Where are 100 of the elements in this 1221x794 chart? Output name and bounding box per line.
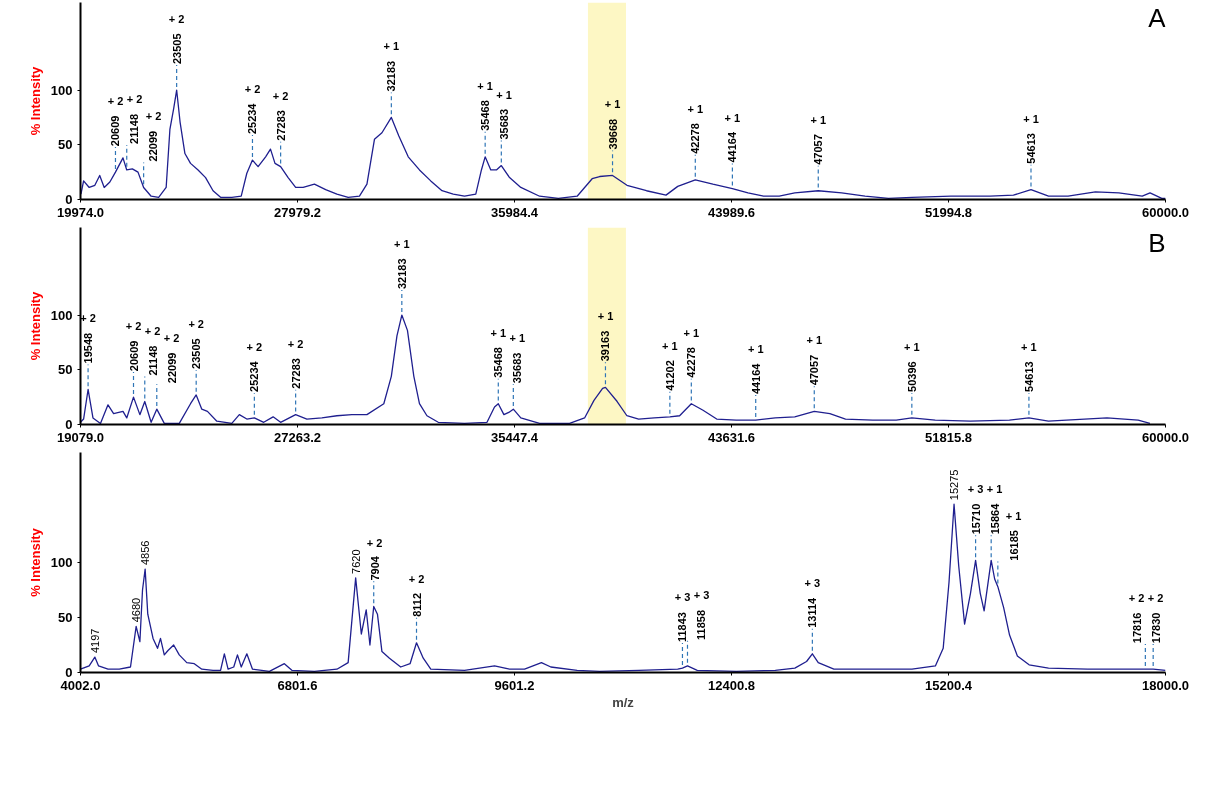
annotation: 7620 (349, 549, 362, 574)
annotation: + 1 (394, 238, 410, 251)
annotation: 32183 (395, 258, 408, 290)
annotation: 19548 (82, 332, 95, 364)
annotation: + 1 (383, 40, 400, 53)
y-tick-label: 50 (58, 362, 73, 378)
annotation: 27283 (289, 358, 302, 389)
annotation: 15864 (988, 502, 1001, 535)
x-tick-label: 43989.6 (708, 204, 755, 220)
annotation: 47057 (808, 354, 821, 386)
x-tick-label: 19079.0 (57, 429, 104, 445)
annotation: 42278 (685, 347, 698, 378)
y-tick-label: 0 (65, 665, 73, 680)
annotation: 22099 (165, 352, 178, 384)
annotation: 20609 (127, 340, 140, 372)
annotation: + 2 (244, 83, 261, 96)
x-tick-label: 35984.4 (491, 204, 539, 220)
annotation: + 3 (693, 588, 710, 601)
annotation: 23505 (170, 33, 183, 65)
y-tick-label: 0 (65, 192, 73, 207)
annotation: A (1148, 2, 1167, 33)
x-tick-label: 51994.8 (925, 204, 972, 220)
annotation: + 2 (366, 536, 383, 549)
annotation: 7904 (368, 555, 381, 581)
annotation: 20609 (109, 115, 122, 147)
annotation: 32183 (385, 60, 398, 92)
x-tick-label: 51815.8 (925, 429, 972, 445)
annotation: 15275 (948, 469, 961, 501)
annotation: 11858 (695, 609, 708, 640)
annotation: 39163 (599, 330, 612, 362)
y-tick-label: 50 (58, 610, 73, 625)
annotation: + 3 (804, 576, 821, 589)
annotation: 27283 (274, 110, 287, 141)
y-tick-label: 50 (58, 137, 73, 153)
annotation: 8112 (410, 592, 423, 617)
y-tick-label: 100 (50, 82, 73, 98)
annotation: 22099 (147, 130, 160, 162)
annotation: + 2 (188, 317, 204, 330)
annotation: + 1 (496, 88, 512, 101)
annotation: + 3 (967, 483, 984, 496)
annotation: 50396 (905, 361, 918, 392)
annotation: + 2 (168, 13, 185, 26)
annotation: 42278 (689, 123, 702, 154)
annotation: + 2 (1147, 592, 1164, 605)
annotation: + 1 (477, 79, 493, 92)
annotation: + 1 (806, 334, 823, 347)
annotation: 11843 (676, 612, 689, 643)
annotation: + 1 (509, 332, 526, 345)
x-tick-label: 60000.0 (1142, 429, 1189, 445)
annotation: + 1 (687, 102, 704, 115)
y-tick-label: 0 (65, 417, 73, 432)
annotation: B (1148, 227, 1166, 258)
annotation: + 2 (80, 312, 96, 325)
y-tick-label: 100 (50, 307, 73, 323)
annotation: 17830 (1149, 612, 1162, 644)
annotation: 15710 (969, 503, 982, 535)
annotation: 25234 (248, 360, 261, 392)
x-tick-label: 27979.2 (274, 204, 321, 220)
x-tick-label: 18000.0 (1142, 677, 1189, 693)
annotation: 35468 (479, 100, 492, 131)
x-tick-label: 27263.2 (274, 429, 321, 445)
annotation: + 2 (125, 320, 142, 333)
annotation: + 1 (683, 326, 700, 339)
x-tick-label: 6801.6 (277, 677, 318, 693)
y-axis-title: % Intensity (27, 65, 43, 136)
annotation: + 1 (662, 339, 678, 352)
x-tick-label: 60000.0 (1142, 204, 1189, 220)
annotation: + 2 (107, 95, 124, 108)
annotation: + 2 (1128, 592, 1145, 605)
annotation: + 1 (904, 340, 920, 353)
annotation: + 2 (287, 337, 304, 350)
x-tick-label: 43631.6 (708, 429, 755, 445)
annotation: + 3 (674, 591, 691, 604)
line-series (80, 314, 1151, 425)
annotation: + 2 (145, 110, 162, 123)
annotation: + 1 (986, 483, 1003, 496)
annotation: 54613 (1022, 361, 1035, 392)
annotation: 17816 (1130, 612, 1143, 644)
annotation: + 1 (597, 310, 614, 323)
y-axis-title: % Intensity (27, 527, 43, 597)
annotation: + 1 (747, 343, 764, 356)
annotation: + 1 (724, 111, 741, 124)
annotation: 39668 (606, 118, 619, 150)
annotation: 16185 (1007, 530, 1020, 561)
annotation: + 2 (126, 92, 143, 105)
annotation: + 1 (1023, 112, 1039, 125)
annotation: + 2 (408, 572, 425, 585)
annotation: + 2 (272, 89, 289, 102)
annotation: 35468 (492, 347, 505, 378)
annotation: 4856 (139, 540, 152, 566)
annotation: + 1 (604, 98, 621, 111)
annotation: 44164 (726, 131, 739, 163)
y-tick-label: 100 (50, 555, 73, 570)
annotation: 44164 (749, 362, 762, 395)
annotation: + 1 (810, 113, 827, 126)
x-tick-label: 9601.2 (494, 677, 535, 693)
x-tick-label: 4002.0 (60, 677, 101, 693)
annotation: 35683 (511, 352, 524, 384)
annotation: + 1 (1005, 509, 1022, 522)
annotation: + 2 (144, 324, 161, 337)
